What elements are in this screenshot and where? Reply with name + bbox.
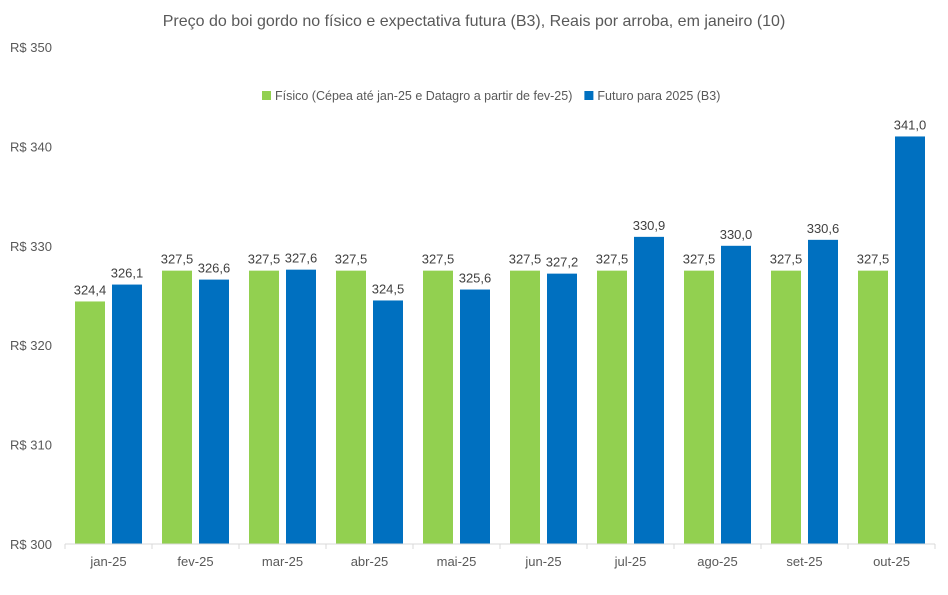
x-tick-label: jul-25 bbox=[614, 554, 647, 569]
y-tick-label: R$ 340 bbox=[10, 139, 52, 154]
x-tick-label: fev-25 bbox=[177, 554, 213, 569]
futuro-bar bbox=[721, 245, 751, 545]
data-label: 327,5 bbox=[596, 252, 629, 267]
legend-swatch bbox=[584, 91, 594, 100]
legend-label: Físico (Cépea até jan-25 e Datagro a par… bbox=[275, 89, 572, 103]
data-label: 325,6 bbox=[459, 271, 492, 286]
fisico-bar bbox=[597, 270, 627, 544]
y-tick-label: R$ 350 bbox=[10, 40, 52, 55]
fisico-bar bbox=[684, 270, 714, 544]
x-tick-label: jan-25 bbox=[89, 554, 126, 569]
x-axis: jan-25 fev-25 mar-25 abr-25 mai-25 jun-25 jul-… bbox=[64, 543, 936, 569]
futuro-bar bbox=[286, 269, 316, 544]
data-label: 327,5 bbox=[161, 252, 194, 267]
x-tick-label: set-25 bbox=[786, 554, 822, 569]
y-axis: R$ 300 R$ 310 R$ 320 R$ 330 R$ 340 R$ 350 bbox=[10, 40, 52, 552]
data-label: 330,6 bbox=[807, 221, 840, 236]
legend-swatch bbox=[262, 91, 271, 100]
x-tick-label: ago-25 bbox=[697, 554, 737, 569]
futuro-bar bbox=[112, 284, 142, 544]
y-tick-label: R$ 310 bbox=[10, 438, 52, 453]
data-label: 327,6 bbox=[285, 251, 318, 266]
data-label: 327,5 bbox=[248, 252, 281, 267]
fisico-bar bbox=[510, 270, 540, 544]
fisico-bar bbox=[858, 270, 888, 544]
chart-title: Preço do boi gordo no físico e expectati… bbox=[163, 13, 786, 30]
y-tick-label: R$ 300 bbox=[10, 537, 52, 552]
data-label: 330,0 bbox=[720, 227, 753, 242]
fisico-bar bbox=[162, 270, 192, 544]
futuro-bar bbox=[634, 236, 664, 544]
legend: Físico (Cépea até jan-25 e Datagro a par… bbox=[262, 89, 720, 103]
futuro-bar bbox=[373, 300, 403, 544]
data-label: 327,5 bbox=[422, 252, 455, 267]
data-label: 326,1 bbox=[111, 266, 144, 281]
data-label: 327,5 bbox=[683, 252, 716, 267]
data-label: 324,4 bbox=[74, 282, 107, 297]
data-label: 324,5 bbox=[372, 281, 405, 296]
futuro-bar bbox=[895, 136, 925, 544]
data-label: 326,6 bbox=[198, 261, 231, 276]
fisico-bar bbox=[336, 270, 366, 544]
futuro-bar bbox=[460, 289, 490, 544]
bars: 324,4 326,1 327,5 326,6 327,5 327,6 327,5 324,5… bbox=[74, 117, 927, 545]
fisico-bar bbox=[75, 301, 105, 544]
data-label: 330,9 bbox=[633, 218, 666, 233]
futuro-bar bbox=[199, 279, 229, 544]
y-tick-label: R$ 320 bbox=[10, 338, 52, 353]
data-label: 327,2 bbox=[546, 255, 579, 270]
fisico-bar bbox=[771, 270, 801, 544]
legend-label: Futuro para 2025 (B3) bbox=[597, 89, 720, 103]
x-tick-label: abr-25 bbox=[351, 554, 389, 569]
x-tick-label: mai-25 bbox=[437, 554, 477, 569]
fisico-bar bbox=[423, 270, 453, 544]
data-label: 327,5 bbox=[857, 252, 890, 267]
y-tick-label: R$ 330 bbox=[10, 239, 52, 254]
futuro-bar bbox=[547, 273, 577, 544]
data-label: 327,5 bbox=[509, 252, 542, 267]
fisico-bar bbox=[249, 270, 279, 544]
x-tick-label: out-25 bbox=[873, 554, 910, 569]
data-label: 341,0 bbox=[894, 117, 927, 132]
x-tick-label: mar-25 bbox=[262, 554, 303, 569]
futuro-bar bbox=[808, 239, 838, 544]
data-label: 327,5 bbox=[335, 252, 368, 267]
x-tick-label: jun-25 bbox=[524, 554, 561, 569]
data-label: 327,5 bbox=[770, 252, 803, 267]
